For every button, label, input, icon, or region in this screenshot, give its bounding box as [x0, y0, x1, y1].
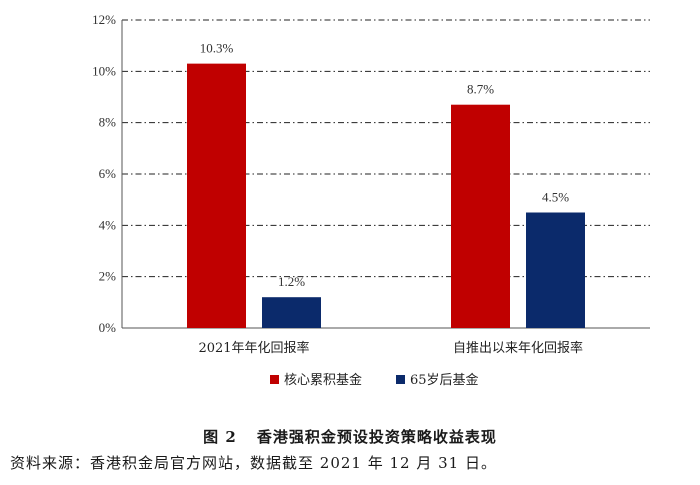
y-tick-label: 4%: [99, 217, 117, 232]
legend-swatch: [270, 375, 279, 384]
x-category-label: 2021年年化回报率: [198, 340, 309, 356]
data-labels: 10.3% 1.2% 8.7% 4.5%: [200, 41, 570, 290]
y-tick-label: 8%: [99, 115, 117, 130]
bar: [187, 63, 246, 329]
legend: 核心累积基金 65岁后基金: [270, 372, 479, 388]
y-tick-label: 10%: [92, 63, 116, 78]
figure-title: 香港强积金预设投资策略收益表现: [256, 428, 497, 446]
legend-label: 65岁后基金: [410, 372, 479, 388]
bar-chart: 0% 2% 4% 6% 8% 10% 12% 2021年年化回报率 自推出以来年化回报率 10.…: [92, 12, 650, 388]
y-tick-label: 12%: [92, 12, 116, 27]
bars: [187, 63, 585, 329]
legend-label: 核心累积基金: [284, 372, 362, 388]
bar: [262, 297, 321, 328]
data-label: 10.3%: [200, 41, 234, 56]
data-label: 1.2%: [278, 274, 305, 289]
x-category-label: 自推出以来年化回报率: [453, 340, 583, 356]
y-tick-label: 2%: [99, 269, 117, 284]
y-tick-label: 0%: [99, 320, 117, 335]
figure-caption: 图 2 香港强积金预设投资策略收益表现: [0, 426, 700, 447]
bar: [451, 104, 510, 328]
y-tick-label: 6%: [99, 166, 117, 181]
data-label: 4.5%: [542, 190, 569, 205]
source-note: 资料来源：香港积金局官方网站，数据截至 2021 年 12 月 31 日。: [10, 454, 497, 472]
data-label: 8.7%: [467, 82, 494, 97]
bar: [526, 212, 585, 328]
legend-swatch: [396, 375, 405, 384]
figure-number: 图 2: [203, 428, 237, 446]
